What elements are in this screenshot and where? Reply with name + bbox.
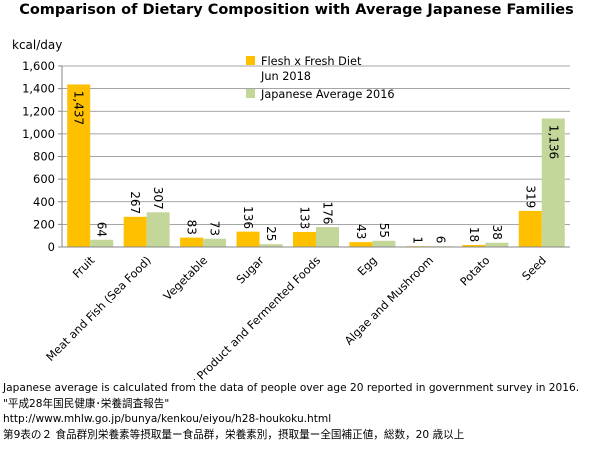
bar-japanese-average [372,240,396,247]
chart-title: Comparison of Dietary Composition with A… [19,2,574,18]
note-line: http://www.mhlw.go.jp/bunya/kenkou/eiyou… [3,413,332,425]
data-label: 55 [377,223,391,238]
data-label: 18 [467,227,481,242]
data-label: 1,136 [546,125,560,159]
data-label: 133 [298,206,312,229]
note-line: 第9表の２ 食品群別栄養素等摂取量ー食品群，栄養素別，摂取量ー全国補正値，総数，… [3,428,465,441]
bar-flesh-fresh [236,231,260,247]
y-tick-label: 1,600 [22,59,55,73]
y-tick-label: 800 [33,150,55,164]
y-axis-label: kcal/day [12,38,62,52]
data-label: 64 [95,222,109,237]
y-tick-label: 400 [33,195,55,209]
y-tick-label: 600 [33,172,55,186]
note-line: "平成28年国民健康･栄養調査報告" [3,397,170,410]
y-tick-label: 1,000 [22,127,55,141]
x-tick-label: Meat and Fish (Sea Food) [44,254,154,364]
bar-flesh-fresh [349,242,373,247]
bar-japanese-average [90,239,114,247]
data-label: 1,437 [72,91,86,125]
y-tick-label: 1,200 [22,104,55,118]
source-notes: Japanese average is calculated from the … [3,381,593,443]
chart-plot: kcal/day 0 200 400 600 800 1,000 1,200 1,400 1,6… [12,38,570,380]
data-label: 176 [321,202,335,225]
bar-japanese-average [485,242,509,247]
bar-japanese-average [259,244,283,247]
legend-label: Flesh x Fresh Diet [261,55,362,68]
legend-label: Japanese Average 2016 [260,88,395,101]
bar-flesh-fresh [462,244,486,247]
y-tick-label: 200 [33,217,55,231]
data-label: 6 [433,236,447,244]
data-label: 267 [128,191,142,214]
legend-label: Jun 2018 [260,70,311,83]
bar-japanese-average [541,118,565,248]
legend-swatch [246,89,255,98]
x-tick-label: Seed [520,254,549,283]
x-tick-label: Egg [355,254,379,278]
data-label: 136 [241,206,255,229]
bar-japanese-average [203,238,227,247]
x-tick-label: Sugar [234,254,267,287]
y-tick-label: 1,400 [22,82,55,96]
data-label: 73 [208,221,222,236]
note-line: Japanese average is calculated from the … [3,382,580,394]
bar-flesh-fresh [67,84,91,247]
x-tick-label: Fruit [70,254,97,281]
data-label: 1 [410,236,424,244]
data-label: 25 [264,226,278,241]
bar-japanese-average [146,212,170,247]
data-label: 319 [523,185,537,208]
bar-flesh-fresh [123,216,147,247]
x-tick-label: Vegetable [161,254,210,303]
bar-japanese-average [316,227,339,247]
data-label: 83 [185,220,199,235]
data-label: 43 [354,224,368,239]
legend-swatch [246,56,255,65]
data-label: 307 [151,187,165,210]
legend: Flesh x Fresh Diet Jun 2018 Japanese Avera… [246,55,395,101]
bar-flesh-fresh [293,231,316,247]
bar-flesh-fresh [518,210,542,247]
data-label: 38 [490,225,504,240]
bar-flesh-fresh [180,237,204,247]
y-tick-label: 0 [48,240,55,254]
x-tick-label: Potato [458,254,493,289]
